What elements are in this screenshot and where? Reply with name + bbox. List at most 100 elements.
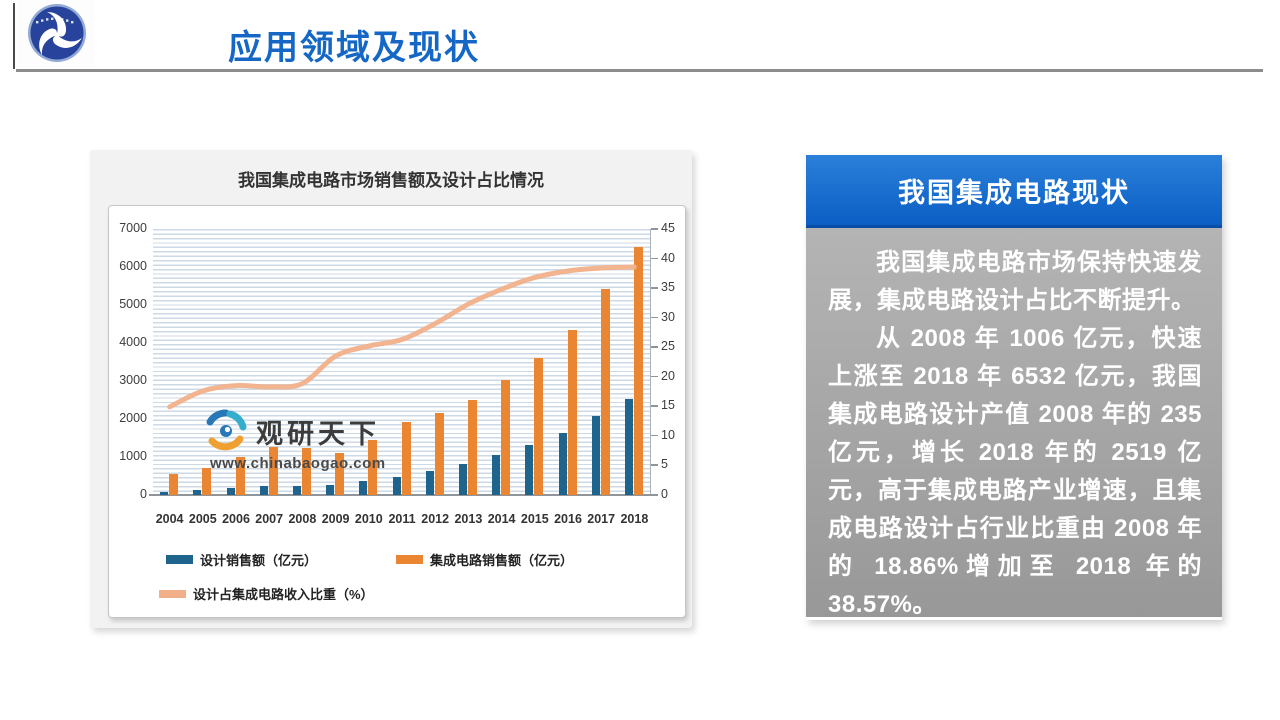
x-tick-label: 2007: [255, 512, 284, 526]
legend-swatch-design: [166, 555, 193, 564]
x-tick-label: 2016: [554, 512, 582, 526]
x-axis-line: [149, 494, 652, 496]
legend-swatch-ratio: [159, 589, 186, 598]
bar-ic-sales-2009: [335, 452, 345, 495]
ratio-trend-line: [167, 264, 637, 410]
bar-design-2012: [425, 471, 434, 495]
y-right-tick-label: 40: [661, 250, 675, 265]
info-paragraph: 从 2008 年 1006 亿元，快速上涨至 2018 年 6532 亿元，我国…: [828, 325, 1202, 618]
x-tick-label: 2015: [520, 512, 549, 526]
bar-ic-sales-2015: [534, 357, 544, 495]
bar-design-2018: [624, 399, 633, 495]
y-right-tick-label: 45: [661, 221, 675, 235]
bar-design-2005: [193, 490, 202, 495]
bar-design-2014: [492, 455, 501, 495]
x-tick-label: 2014: [487, 512, 516, 526]
bar-design-2011: [392, 477, 401, 495]
info-panel-body: 我国集成电路市场保持快速发展，集成电路设计占比不断提升。 从 2008 年 10…: [806, 228, 1222, 618]
y-right-tick-mark: [651, 257, 658, 260]
bar-ic-sales-2016: [567, 330, 577, 495]
x-tick-label: 2010: [354, 512, 383, 526]
header-left-tick: [13, 3, 15, 69]
info-panel-title: 我国集成电路现状: [898, 177, 1130, 208]
y-right-tick-mark: [651, 287, 658, 289]
watermark-brand: 观研天下: [256, 418, 380, 449]
x-tick-label: 2004: [155, 512, 184, 526]
watermark-logo-icon: [206, 409, 247, 451]
y-right-tick-label: 5: [661, 457, 668, 472]
y-right-tick-label: 0: [661, 487, 668, 501]
y-left-tick-label: 5000: [119, 297, 147, 311]
bar-ic-sales-2014: [501, 380, 511, 495]
chart-title: 我国集成电路市场销售额及设计占比情况: [238, 171, 544, 190]
y-left-tick-label: 4000: [119, 335, 147, 349]
bar-ic-sales-2017: [600, 289, 610, 495]
x-tick-label: 2018: [620, 512, 649, 526]
plot-area: [149, 229, 652, 496]
bar-ic-sales-2013: [467, 399, 477, 495]
legend-label-ic-sales: 集成电路销售额（亿元）: [430, 553, 574, 568]
bar-design-2013: [458, 464, 467, 495]
y-right-tick-mark: [651, 228, 658, 230]
x-tick-label: 2012: [421, 512, 450, 526]
bar-ic-sales-2005: [202, 468, 212, 495]
legend-swatch-ic-sales: [396, 555, 423, 564]
y-left-tick-label: 7000: [119, 221, 147, 235]
bar-ic-sales-2018: [633, 246, 643, 495]
y-left-tick-label: 3000: [119, 373, 147, 387]
bar-design-2008: [292, 486, 301, 495]
trend-line-layer: [167, 264, 637, 410]
bar-design-2006: [226, 487, 235, 495]
x-tick-label: 2006: [222, 512, 250, 526]
bar-design-2009: [326, 484, 335, 495]
legend-label-design: 设计销售额（亿元）: [200, 553, 318, 568]
bar-ic-sales-2012: [434, 412, 444, 495]
info-paragraph: 我国集成电路市场保持快速发展，集成电路设计占比不断提升。: [828, 249, 1202, 314]
bar-ic-sales-2008: [301, 447, 311, 495]
bar-design-2017: [591, 416, 600, 495]
y-left-tick-label: 2000: [119, 411, 147, 425]
y-right-tick-mark: [651, 464, 658, 466]
y-right-tick-mark: [651, 494, 658, 496]
y-right-tick-label: 10: [661, 427, 675, 442]
watermark: 观研天下 www.chinabaogao.com: [204, 409, 386, 472]
chart-card: 我国集成电路市场销售额及设计占比情况 7000 6000 5000 4000 3000 2…: [90, 150, 692, 628]
y-right-tick-label: 25: [661, 339, 675, 354]
bar-ic-sales-2004: [169, 474, 179, 495]
y-left-tick-label: 1000: [119, 449, 147, 463]
y-right-tick-label: 15: [661, 398, 675, 413]
bar-design-2004: [160, 491, 169, 495]
y-right-tick-mark: [651, 375, 658, 378]
legend-label-ratio: 设计占集成电路收入比重（%）: [193, 587, 374, 602]
y-left-tick-label: 0: [140, 487, 147, 501]
y-right-tick-mark: [651, 346, 658, 348]
bar-ic-sales-2010: [368, 440, 378, 495]
x-tick-label: 2005: [188, 512, 217, 526]
y-right-tick-label: 20: [661, 368, 675, 383]
legend-item-ratio: 设计占集成电路收入比重（%）: [159, 584, 374, 603]
y-right-tick-mark: [651, 434, 658, 437]
y-right-tick-mark: [651, 405, 658, 407]
y-right-tick-label: 30: [661, 309, 675, 324]
x-tick-label: 2013: [454, 512, 483, 526]
legend-item-ic-sales: 集成电路销售额（亿元）: [396, 550, 573, 569]
school-logo-icon: [28, 4, 86, 62]
bar-design-2007: [259, 486, 268, 495]
x-tick-label: 2009: [321, 512, 350, 526]
legend-item-design: 设计销售额（亿元）: [166, 550, 317, 569]
header-divider: [16, 69, 1263, 72]
school-logo: [18, 0, 94, 67]
bar-ic-sales-2007: [268, 447, 278, 495]
watermark-url: www.chinabaogao.com: [210, 455, 386, 472]
chart-inner-box: 7000 6000 5000 4000 3000 2000 1000 0 45 40 35 30 25…: [108, 205, 686, 618]
bar-ic-sales-2006: [235, 456, 245, 495]
y-right-tick-label: 35: [661, 280, 675, 295]
bar-design-2010: [359, 481, 368, 495]
info-panel-header: 我国集成电路现状: [806, 155, 1222, 228]
x-tick-label: 2017: [587, 512, 616, 526]
bar-ic-sales-2011: [401, 421, 411, 495]
y-left-tick-label: 6000: [119, 259, 147, 273]
x-tick-label: 2011: [388, 512, 416, 526]
bar-design-2016: [558, 432, 567, 495]
